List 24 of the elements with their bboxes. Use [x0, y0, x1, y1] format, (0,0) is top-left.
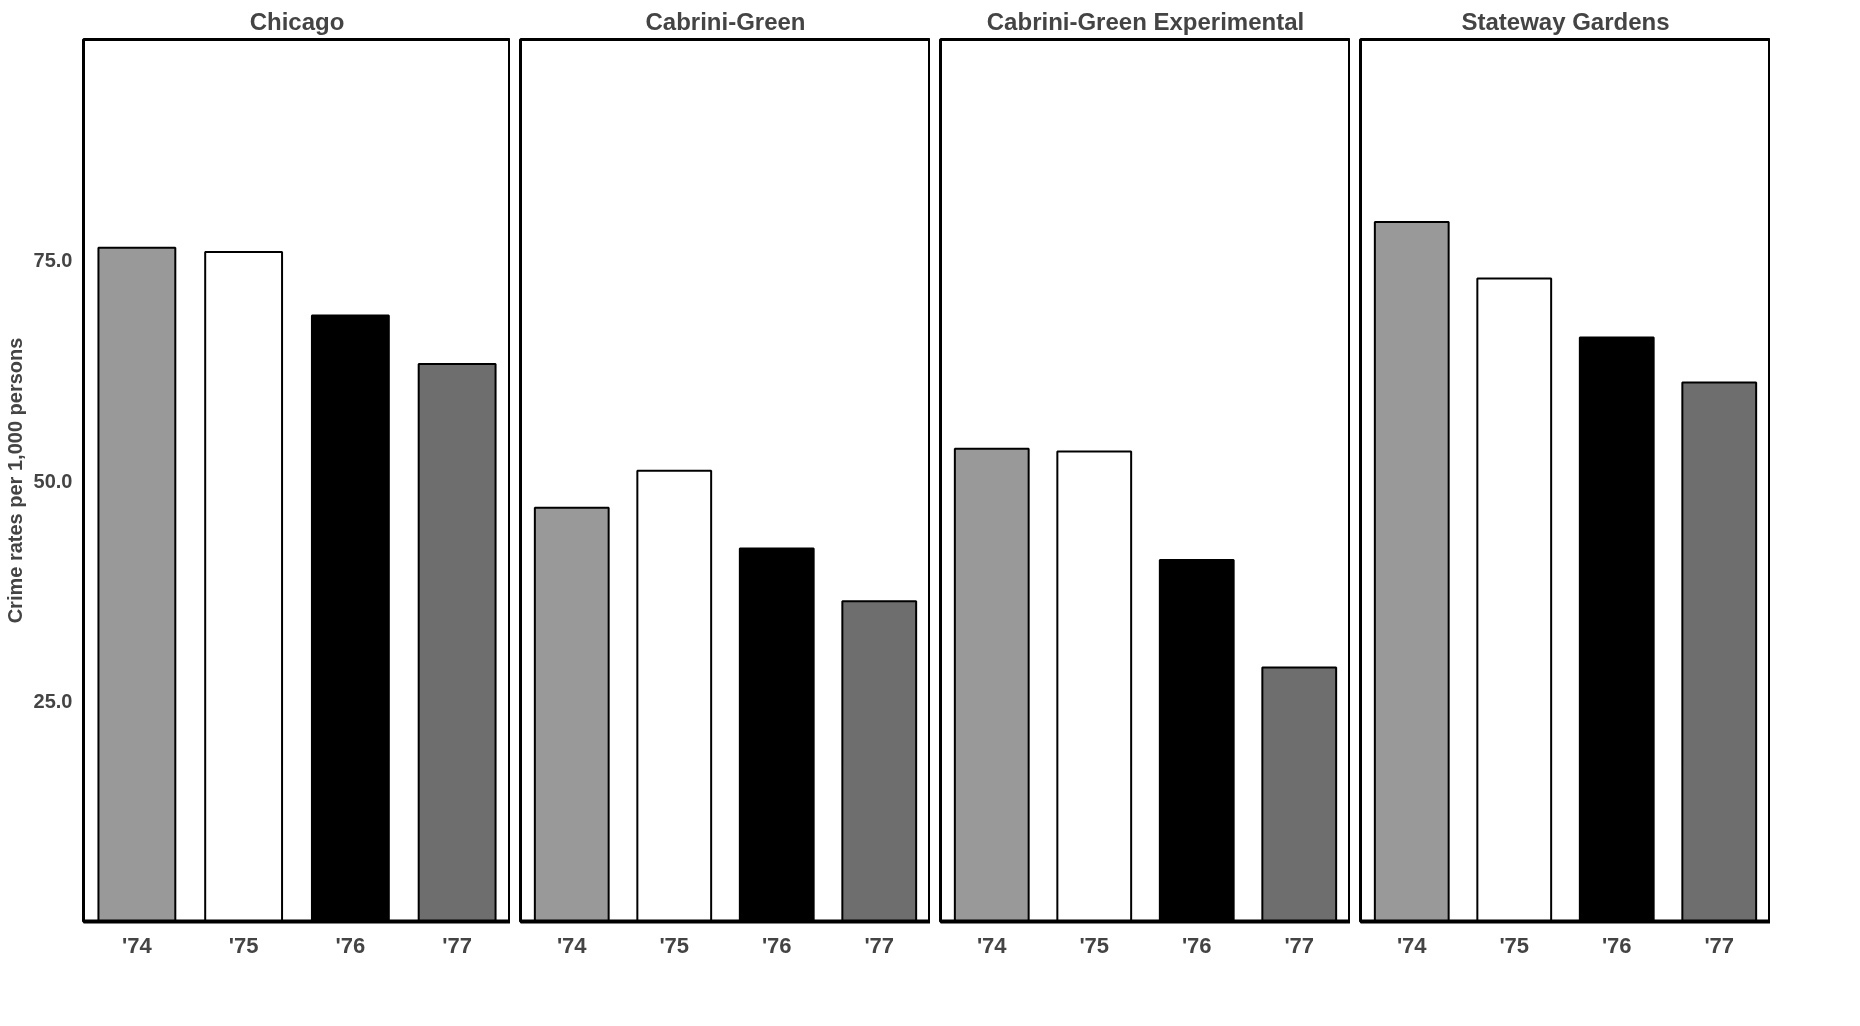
- x-tick-label: '76: [335, 932, 366, 958]
- x-tick-label: '76: [1601, 932, 1632, 958]
- x-tick-label: '74: [556, 932, 588, 958]
- x-tick-label: '77: [1284, 932, 1315, 958]
- x-tick-label: '75: [1079, 932, 1110, 958]
- y-axis-title: Crime rates per 1,000 persons: [3, 337, 26, 624]
- x-tick-label: '74: [1396, 932, 1428, 958]
- chart-title: Chicago: [249, 7, 345, 35]
- x-tick-label: '75: [659, 932, 690, 958]
- x-tick-label: '76: [1181, 932, 1212, 958]
- y-tick-label: 75.0: [33, 249, 73, 271]
- chart-title: Cabrini-Green: [645, 7, 806, 35]
- x-tick-label: '75: [228, 932, 259, 958]
- chart-title: Cabrini-Green Experimental: [986, 7, 1305, 35]
- y-tick-label: 50.0: [33, 469, 73, 492]
- x-tick-label: '77: [864, 932, 895, 958]
- x-tick-label: '74: [976, 932, 1008, 958]
- x-tick-label: '74: [122, 932, 153, 958]
- y-tick-label: 25.0: [33, 690, 73, 712]
- x-tick-label: '75: [1499, 932, 1530, 958]
- x-tick-label: '77: [1704, 932, 1735, 958]
- x-tick-label: '76: [761, 932, 792, 958]
- chart-title: Stateway Gardens: [1461, 7, 1670, 35]
- x-tick-label: '77: [442, 932, 472, 958]
